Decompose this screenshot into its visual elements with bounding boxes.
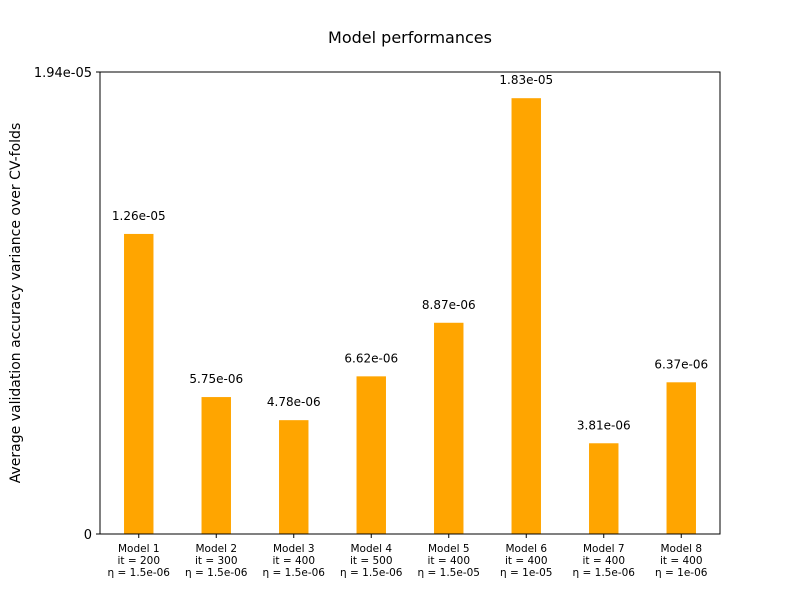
x-tick-label: η = 1e-06 bbox=[655, 567, 708, 579]
x-tick-label: η = 1.5e-06 bbox=[263, 567, 326, 579]
x-tick-label: Model 1 bbox=[118, 543, 160, 555]
x-tick-label: it = 500 bbox=[350, 555, 393, 567]
x-tick-label: it = 300 bbox=[195, 555, 238, 567]
x-tick-label: Model 6 bbox=[505, 543, 547, 555]
bar-value-label: 1.83e-05 bbox=[499, 73, 553, 87]
x-tick-label: Model 5 bbox=[428, 543, 470, 555]
bar-model-8 bbox=[666, 382, 696, 534]
x-tick-label: it = 400 bbox=[582, 555, 625, 567]
bar-model-2 bbox=[201, 397, 231, 534]
bar-value-label: 5.75e-06 bbox=[189, 372, 243, 386]
bar-model-6 bbox=[511, 98, 541, 535]
x-tick-label: η = 1.5e-06 bbox=[185, 567, 248, 579]
bar-model-3 bbox=[279, 420, 309, 534]
bar-value-label: 6.37e-06 bbox=[654, 357, 708, 371]
x-tick-label: it = 400 bbox=[272, 555, 315, 567]
x-tick-label: η = 1.5e-06 bbox=[573, 567, 636, 579]
x-tick-label: η = 1.5e-06 bbox=[340, 567, 403, 579]
y-tick-label: 1.94e-05 bbox=[34, 66, 92, 81]
x-tick-label: Model 2 bbox=[195, 543, 237, 555]
x-tick-label: Model 7 bbox=[583, 543, 625, 555]
plot-frame bbox=[99, 71, 721, 535]
value-labels-layer: 1.26e-05 5.75e-06 4.78e-06 6.62e-06 8.87e-06… bbox=[112, 73, 708, 432]
bar-model-4 bbox=[356, 376, 386, 534]
x-tick-label: it = 200 bbox=[117, 555, 160, 567]
x-tick-label: η = 1e-05 bbox=[500, 567, 552, 579]
bar-value-label: 3.81e-06 bbox=[577, 418, 631, 432]
x-tick-label: η = 1.5e-05 bbox=[418, 567, 480, 579]
x-tick-label: it = 400 bbox=[505, 555, 548, 567]
y-axis-label: Average validation accuracy variance ove… bbox=[8, 123, 24, 483]
x-tick-label: η = 1.5e-06 bbox=[108, 567, 171, 579]
bars-layer bbox=[124, 98, 696, 535]
chart-title: Model performances bbox=[328, 28, 492, 47]
x-tick-label: it = 400 bbox=[660, 555, 703, 567]
bar-value-label: 1.26e-05 bbox=[112, 209, 166, 223]
bar-model-1 bbox=[124, 233, 154, 534]
y-axis-ticks: 0 1.94e-05 bbox=[34, 66, 100, 543]
y-tick-label: 0 bbox=[84, 528, 92, 543]
bar-value-label: 6.62e-06 bbox=[344, 351, 398, 365]
x-tick-label: it = 400 bbox=[427, 555, 470, 567]
x-tick-label: Model 4 bbox=[350, 543, 392, 555]
bar-value-label: 4.78e-06 bbox=[267, 395, 321, 409]
bar-value-label: 8.87e-06 bbox=[422, 298, 476, 312]
bar-model-5 bbox=[434, 322, 464, 534]
bar-model-7 bbox=[589, 443, 619, 534]
x-tick-label: Model 8 bbox=[660, 543, 702, 555]
x-tick-label: Model 3 bbox=[273, 543, 315, 555]
